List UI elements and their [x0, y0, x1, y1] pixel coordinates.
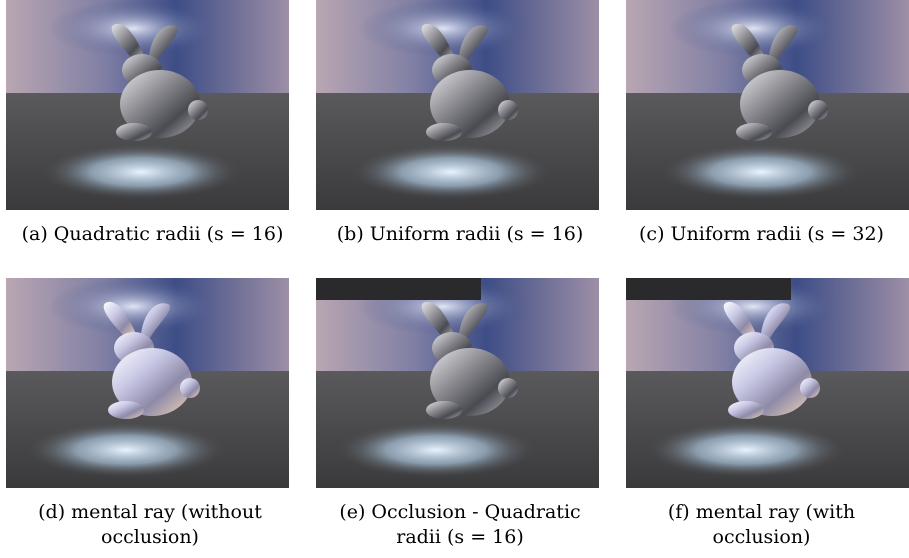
caption-c: (c) Uniform radii (s = 32)	[639, 223, 884, 245]
caption-e-line2: radii (s = 16)	[396, 526, 524, 548]
occluder-block-e	[316, 278, 481, 300]
caption-d: (d) mental ray (without occlusion)	[0, 500, 300, 550]
caption-f-line1: (f) mental ray (with	[667, 501, 856, 523]
occluder-block-f	[626, 278, 791, 300]
caption-d-line2: occlusion)	[101, 526, 199, 548]
caption-f-line2: occlusion)	[712, 526, 811, 548]
render-image-a	[6, 0, 289, 210]
render-image-b	[316, 0, 599, 210]
figure-panel-b	[316, 0, 599, 210]
caption-f: (f) mental ray (with occlusion)	[614, 500, 909, 550]
render-image-f	[626, 278, 909, 488]
render-image-d	[6, 278, 289, 488]
figure-panel-d	[6, 278, 289, 488]
render-image-e	[316, 278, 599, 488]
caption-a: (a) Quadratic radii (s = 16)	[21, 223, 284, 245]
caption-d-line1: (d) mental ray (without	[38, 501, 262, 523]
figure-panel-e	[316, 278, 599, 488]
caption-b: (b) Uniform radii (s = 16)	[336, 223, 584, 245]
figure-panel-a	[6, 0, 289, 210]
figure-panel-c	[626, 0, 909, 210]
caption-e: (e) Occlusion - Quadratic radii (s = 16)	[310, 500, 610, 550]
render-image-c	[626, 0, 909, 210]
figure-panel-f	[626, 278, 909, 488]
caption-e-line1: (e) Occlusion - Quadratic	[339, 501, 581, 523]
